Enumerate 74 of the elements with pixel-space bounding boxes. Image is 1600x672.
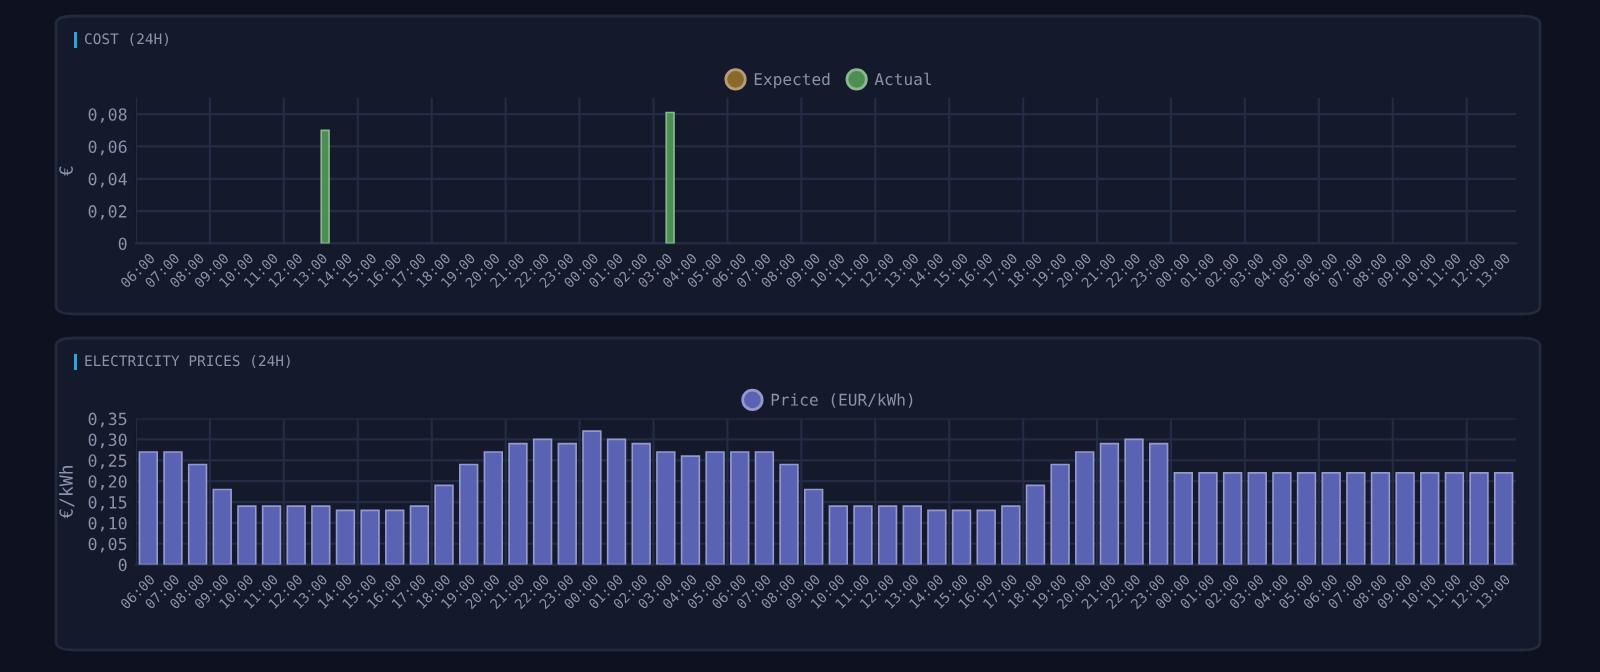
- y-tick-label: 0,04: [88, 172, 127, 188]
- bar: [1469, 471, 1489, 565]
- bar: [385, 509, 405, 565]
- bar: [360, 509, 380, 565]
- bar: [286, 505, 306, 565]
- bar: [976, 509, 996, 565]
- bar: [680, 455, 701, 565]
- bar: [1296, 471, 1317, 565]
- y-tick-label: 0,10: [88, 516, 127, 532]
- y-tick-label: 0,25: [88, 454, 127, 470]
- bar: [1370, 471, 1391, 565]
- bar: [730, 451, 750, 565]
- bar: [1001, 505, 1021, 565]
- bar: [656, 451, 676, 565]
- bar: [631, 442, 651, 565]
- y-axis-title: €: [59, 166, 73, 176]
- bar: [508, 442, 528, 565]
- y-tick-label: 0,30: [88, 433, 127, 449]
- legend-label: Price (EUR/kWh): [771, 393, 913, 408]
- bar: [582, 430, 602, 565]
- bar: [1321, 471, 1341, 565]
- bar: [409, 505, 430, 565]
- y-tick-label: 0,20: [88, 475, 127, 490]
- bar: [138, 451, 159, 565]
- bar: [877, 505, 898, 565]
- bar: [902, 505, 922, 565]
- bar: [705, 451, 725, 565]
- y-tick-label: 0: [118, 558, 127, 572]
- bar: [311, 505, 331, 565]
- bar: [803, 488, 824, 565]
- bar: [1444, 471, 1465, 565]
- bar: [1420, 471, 1440, 565]
- y-tick-label: 0: [118, 237, 127, 251]
- bar: [483, 451, 504, 565]
- bar: [434, 484, 454, 565]
- bar: [1173, 471, 1194, 565]
- y-tick-label: 0,05: [88, 537, 127, 553]
- bar: [754, 451, 775, 565]
- bar: [1075, 451, 1095, 565]
- bar: [1025, 484, 1046, 565]
- y-tick-label: 0,15: [88, 496, 127, 511]
- bar: [335, 509, 356, 565]
- legend-label: Actual: [874, 72, 931, 86]
- y-tick-label: 0,35: [88, 412, 127, 428]
- bar: [951, 509, 972, 565]
- bar: [1493, 471, 1514, 565]
- bar: [927, 509, 947, 565]
- bar: [1395, 471, 1415, 565]
- bar: [1272, 471, 1292, 565]
- bar: [237, 505, 257, 565]
- y-tick-label: 0,06: [88, 140, 127, 156]
- bar: [853, 505, 873, 565]
- bar: [187, 463, 208, 565]
- bar: [1222, 471, 1243, 565]
- bar: [1099, 442, 1120, 565]
- bar: [1247, 471, 1267, 565]
- y-tick-label: 0,02: [88, 205, 127, 220]
- bar: [1198, 471, 1218, 565]
- y-axis-title: €/kWh: [58, 466, 75, 519]
- bar: [532, 438, 553, 565]
- bar: [779, 463, 799, 565]
- bar: [828, 505, 849, 565]
- bar: [163, 451, 183, 565]
- bar: [212, 488, 232, 565]
- bar: [261, 505, 282, 565]
- bar: [1346, 471, 1366, 565]
- legend-label: Expected: [754, 72, 830, 89]
- bar: [1124, 438, 1144, 565]
- bar: [557, 442, 577, 565]
- bar: [1148, 442, 1169, 565]
- bar: [1050, 463, 1070, 565]
- bar: [458, 463, 479, 565]
- bar: [606, 438, 627, 565]
- y-tick-label: 0,08: [88, 108, 127, 123]
